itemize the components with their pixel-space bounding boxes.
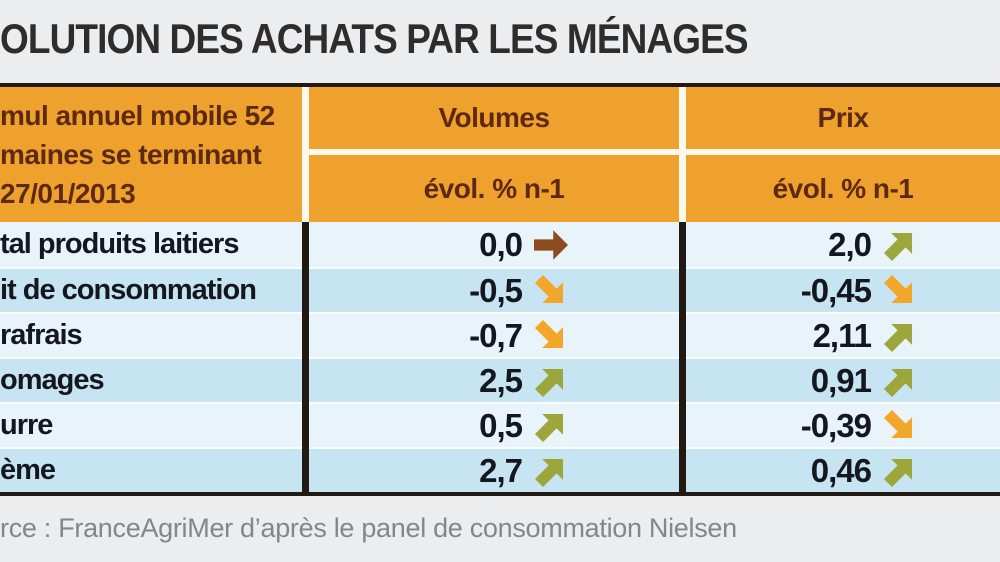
table-row: it de consommation -0,5 -0,45 (0, 267, 1000, 312)
row-label: omages (0, 364, 105, 396)
table-header: mul annuel mobile 52 maines se terminant… (0, 87, 1000, 222)
volume-value: -0,5 (469, 271, 523, 309)
volumes-header-label: Volumes (438, 102, 550, 133)
trend-arrow-icon (880, 274, 920, 308)
table-row: ème 2,7 0,46 (0, 447, 1000, 492)
source-note: rce : FranceAgriMer d’après le panel de … (0, 513, 737, 543)
period-line-3: 27/01/2013 (0, 178, 136, 209)
trend-arrow-icon (531, 364, 571, 398)
row-label: ème (0, 454, 56, 486)
price-value-cell: 0,46 (686, 449, 1000, 492)
volume-value-cell: 0,5 (309, 404, 679, 447)
table-row: urre 0,5 -0,39 (0, 402, 1000, 447)
price-value: 0,91 (810, 361, 872, 399)
trend-arrow-icon (880, 228, 920, 262)
trend-arrow-icon (531, 409, 571, 443)
price-value: 2,0 (828, 225, 872, 263)
volume-value-cell: 2,5 (309, 359, 679, 402)
volumes-header-sublabel: évol. % n-1 (423, 172, 565, 204)
trend-arrow-icon (531, 319, 571, 353)
table-row: tal produits laitiers 0,0 2,0 (0, 222, 1000, 267)
price-value-cell: 2,11 (686, 314, 1000, 357)
volume-value-cell: -0,5 (309, 269, 679, 312)
trend-arrow-icon (880, 409, 920, 443)
prix-header-label: Prix (817, 102, 869, 133)
trend-arrow-icon (531, 454, 571, 488)
price-value: 2,11 (812, 316, 872, 354)
row-label: tal produits laitiers (0, 228, 239, 260)
header-sub-divider (309, 149, 679, 155)
period-line-1: mul annuel mobile 52 (0, 100, 275, 131)
price-value-cell: -0,39 (686, 404, 1000, 447)
volume-value-cell: 2,7 (309, 449, 679, 492)
price-value: -0,39 (800, 406, 872, 444)
trend-arrow-icon (880, 319, 920, 353)
volumes-header-cell: Volumes évol. % n-1 (309, 87, 679, 222)
price-value-cell: 0,91 (686, 359, 1000, 402)
price-value-cell: -0,45 (686, 269, 1000, 312)
row-label: urre (0, 409, 53, 441)
column-divider (302, 222, 309, 492)
prix-header-cell: Prix évol. % n-1 (686, 87, 1000, 222)
price-value: 0,46 (810, 451, 872, 489)
row-label: rafrais (0, 319, 83, 351)
trend-arrow-icon (531, 274, 571, 308)
trend-arrow-icon (880, 454, 920, 488)
table-body: tal produits laitiers 0,0 2,0 it de cons… (0, 222, 1000, 492)
volume-value: 0,0 (479, 225, 523, 263)
period-line-2: maines se terminant (0, 139, 262, 170)
volume-value: 0,5 (479, 406, 523, 444)
volume-value: 2,5 (479, 361, 523, 399)
header-sub-divider (686, 149, 1000, 155)
price-value-cell: 2,0 (686, 222, 1000, 267)
volume-value-cell: 0,0 (309, 222, 679, 267)
trend-arrow-icon (531, 228, 571, 262)
trend-arrow-icon (880, 364, 920, 398)
header-column-divider (679, 87, 686, 222)
table-row: omages 2,5 0,91 (0, 357, 1000, 402)
volume-value-cell: -0,7 (309, 314, 679, 357)
period-header-cell: mul annuel mobile 52 maines se terminant… (0, 87, 302, 222)
row-label: it de consommation (0, 274, 257, 306)
column-divider (679, 222, 686, 492)
page-title: OLUTION DES ACHATS PAR LES MÉNAGES (0, 15, 749, 62)
table-row: rafrais -0,7 2,11 (0, 312, 1000, 357)
prix-header-sublabel: évol. % n-1 (772, 172, 914, 204)
data-table: mul annuel mobile 52 maines se terminant… (0, 83, 1000, 496)
price-value: -0,45 (800, 271, 872, 309)
volume-value: 2,7 (479, 451, 523, 489)
header-column-divider (302, 87, 309, 222)
volume-value: -0,7 (469, 316, 523, 354)
